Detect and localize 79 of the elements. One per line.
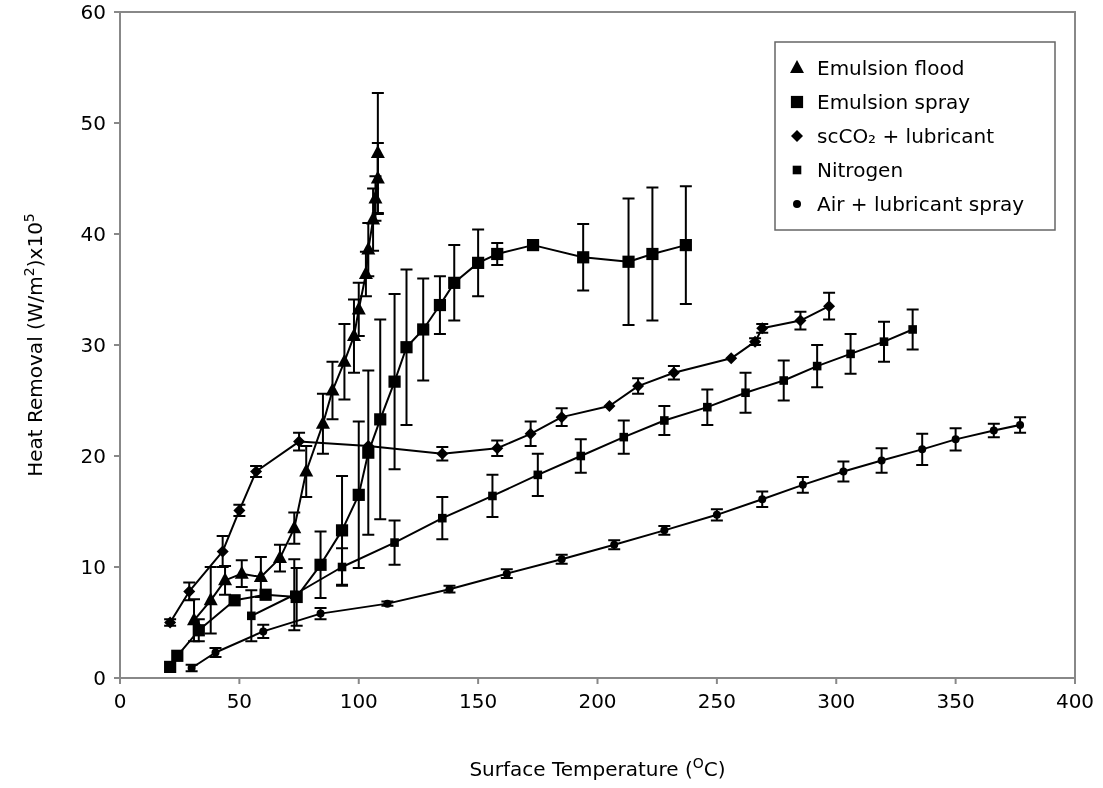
point bbox=[646, 247, 659, 261]
point bbox=[488, 491, 497, 501]
point bbox=[352, 488, 365, 501]
legend-label: Emulsion flood bbox=[817, 56, 965, 80]
x-tick-label: 200 bbox=[578, 689, 617, 713]
point bbox=[491, 247, 504, 261]
point bbox=[390, 538, 399, 547]
point bbox=[171, 649, 184, 662]
x-tick-label: 100 bbox=[339, 689, 378, 713]
x-tick-label: 50 bbox=[226, 689, 253, 713]
legend-label: Air + lubricant spray bbox=[817, 192, 1025, 216]
point bbox=[472, 256, 485, 269]
x-tick-label: 0 bbox=[113, 689, 127, 713]
point bbox=[253, 568, 268, 582]
point bbox=[335, 524, 349, 537]
point bbox=[346, 328, 361, 342]
point bbox=[351, 301, 366, 315]
point bbox=[908, 325, 917, 334]
point bbox=[619, 432, 629, 442]
point bbox=[703, 402, 712, 412]
point bbox=[879, 337, 889, 346]
point bbox=[259, 588, 272, 601]
point bbox=[228, 594, 241, 607]
point bbox=[315, 415, 330, 429]
point bbox=[576, 451, 586, 461]
y-tick-label: 30 bbox=[80, 333, 106, 357]
point bbox=[216, 545, 229, 558]
y-tick-label: 40 bbox=[80, 222, 106, 246]
point bbox=[164, 660, 177, 673]
point bbox=[524, 427, 537, 440]
point bbox=[660, 416, 669, 425]
x-tick-label: 350 bbox=[936, 689, 975, 713]
y-tick-label: 10 bbox=[80, 555, 106, 579]
x-axis-title: Surface Temperature ($^{O}$C) bbox=[469, 755, 726, 781]
point bbox=[299, 463, 314, 477]
point bbox=[370, 170, 385, 184]
x-tick-label: 300 bbox=[817, 689, 856, 713]
point bbox=[448, 276, 461, 289]
legend-label: Nitrogen bbox=[817, 158, 904, 182]
point bbox=[218, 572, 233, 586]
point bbox=[358, 265, 373, 279]
point bbox=[203, 592, 218, 606]
point bbox=[388, 375, 401, 388]
point bbox=[361, 241, 376, 255]
point bbox=[622, 255, 635, 268]
point bbox=[370, 144, 385, 158]
point bbox=[368, 190, 383, 204]
point bbox=[577, 251, 590, 264]
point bbox=[679, 239, 692, 252]
y-tick-label: 50 bbox=[80, 111, 106, 135]
point bbox=[846, 349, 855, 359]
point bbox=[433, 298, 447, 312]
x-tick-label: 250 bbox=[697, 689, 736, 713]
point bbox=[400, 341, 413, 354]
point bbox=[287, 520, 302, 534]
point bbox=[314, 558, 327, 571]
x-tick-label: 400 bbox=[1055, 689, 1095, 713]
point bbox=[603, 400, 616, 413]
point bbox=[725, 352, 738, 365]
legend-label: scCO₂ + lubricant bbox=[817, 124, 995, 148]
point bbox=[325, 382, 340, 396]
y-tick-label: 20 bbox=[80, 444, 106, 468]
point bbox=[272, 550, 287, 564]
point bbox=[337, 353, 352, 367]
point bbox=[247, 611, 256, 621]
point bbox=[192, 624, 205, 637]
legend-label: Emulsion spray bbox=[817, 90, 971, 114]
y-tick-label: 60 bbox=[80, 0, 106, 24]
point bbox=[234, 565, 249, 579]
point bbox=[417, 323, 430, 336]
point bbox=[438, 513, 447, 523]
x-tick-label: 150 bbox=[459, 689, 498, 713]
point bbox=[366, 211, 381, 225]
point bbox=[289, 590, 299, 600]
point bbox=[374, 413, 387, 426]
point bbox=[741, 388, 750, 398]
point bbox=[823, 300, 836, 313]
point bbox=[779, 376, 789, 385]
y-tick-label: 0 bbox=[93, 666, 106, 690]
